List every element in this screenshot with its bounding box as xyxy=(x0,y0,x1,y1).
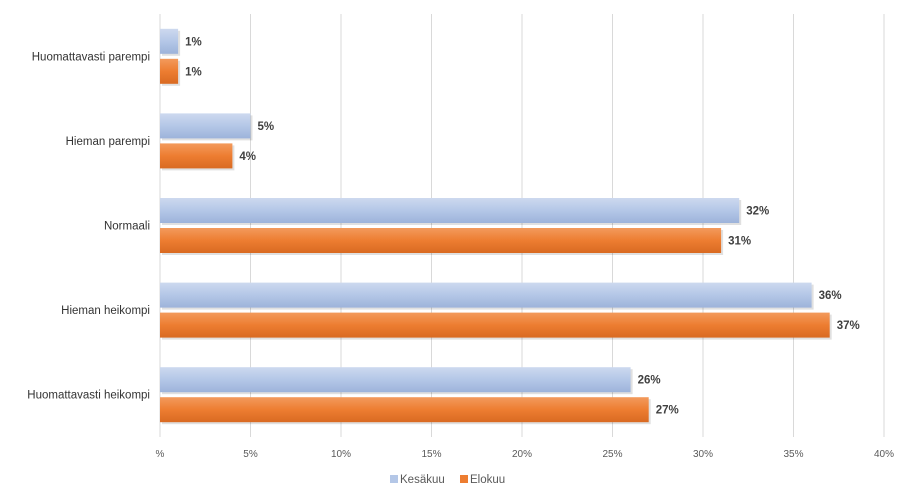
data-label: 27% xyxy=(656,405,679,417)
bar xyxy=(160,58,179,84)
bars xyxy=(160,28,832,425)
data-label: 4% xyxy=(239,151,256,163)
bar xyxy=(160,143,233,169)
x-tick-label: % xyxy=(156,449,165,460)
category-label: Huomattavasti heikompi xyxy=(27,390,150,402)
category-label: Normaali xyxy=(104,221,150,233)
x-tick-label: 30% xyxy=(693,449,713,460)
x-tick-label: 10% xyxy=(331,449,351,460)
bar xyxy=(160,397,649,423)
bar xyxy=(160,312,830,338)
bar xyxy=(160,282,812,308)
data-label: 37% xyxy=(837,320,860,332)
legend-swatch xyxy=(460,475,468,483)
bar xyxy=(160,198,740,223)
data-label: 36% xyxy=(819,290,842,302)
bar xyxy=(160,113,251,139)
legend-label: Elokuu xyxy=(470,474,505,486)
labels: % 5% 10% 15% 20% 25% 30% 35% 40% Huomattavasti pa… xyxy=(27,36,894,460)
x-tick-label: 40% xyxy=(874,449,894,460)
category-label: Hieman heikompi xyxy=(61,305,150,317)
category-label: Hieman parempi xyxy=(66,136,150,148)
data-label: 31% xyxy=(728,236,751,248)
x-tick-label: 25% xyxy=(602,449,622,460)
gridlines xyxy=(159,14,885,437)
x-tick-label: 15% xyxy=(421,449,441,460)
data-label: 5% xyxy=(258,121,275,133)
data-label: 32% xyxy=(746,206,769,218)
bar xyxy=(160,228,722,253)
bar xyxy=(160,28,179,54)
x-tick-label: 5% xyxy=(243,449,258,460)
legend: Kesäkuu Elokuu xyxy=(390,474,505,486)
legend-swatch xyxy=(390,475,398,483)
data-label: 1% xyxy=(185,36,202,48)
legend-label: Kesäkuu xyxy=(400,474,445,486)
bar xyxy=(160,367,631,393)
data-label: 26% xyxy=(638,375,661,387)
x-tick-label: 20% xyxy=(512,449,532,460)
x-tick-label: 35% xyxy=(783,449,803,460)
data-label: 1% xyxy=(185,66,202,78)
category-label: Huomattavasti parempi xyxy=(32,51,150,63)
